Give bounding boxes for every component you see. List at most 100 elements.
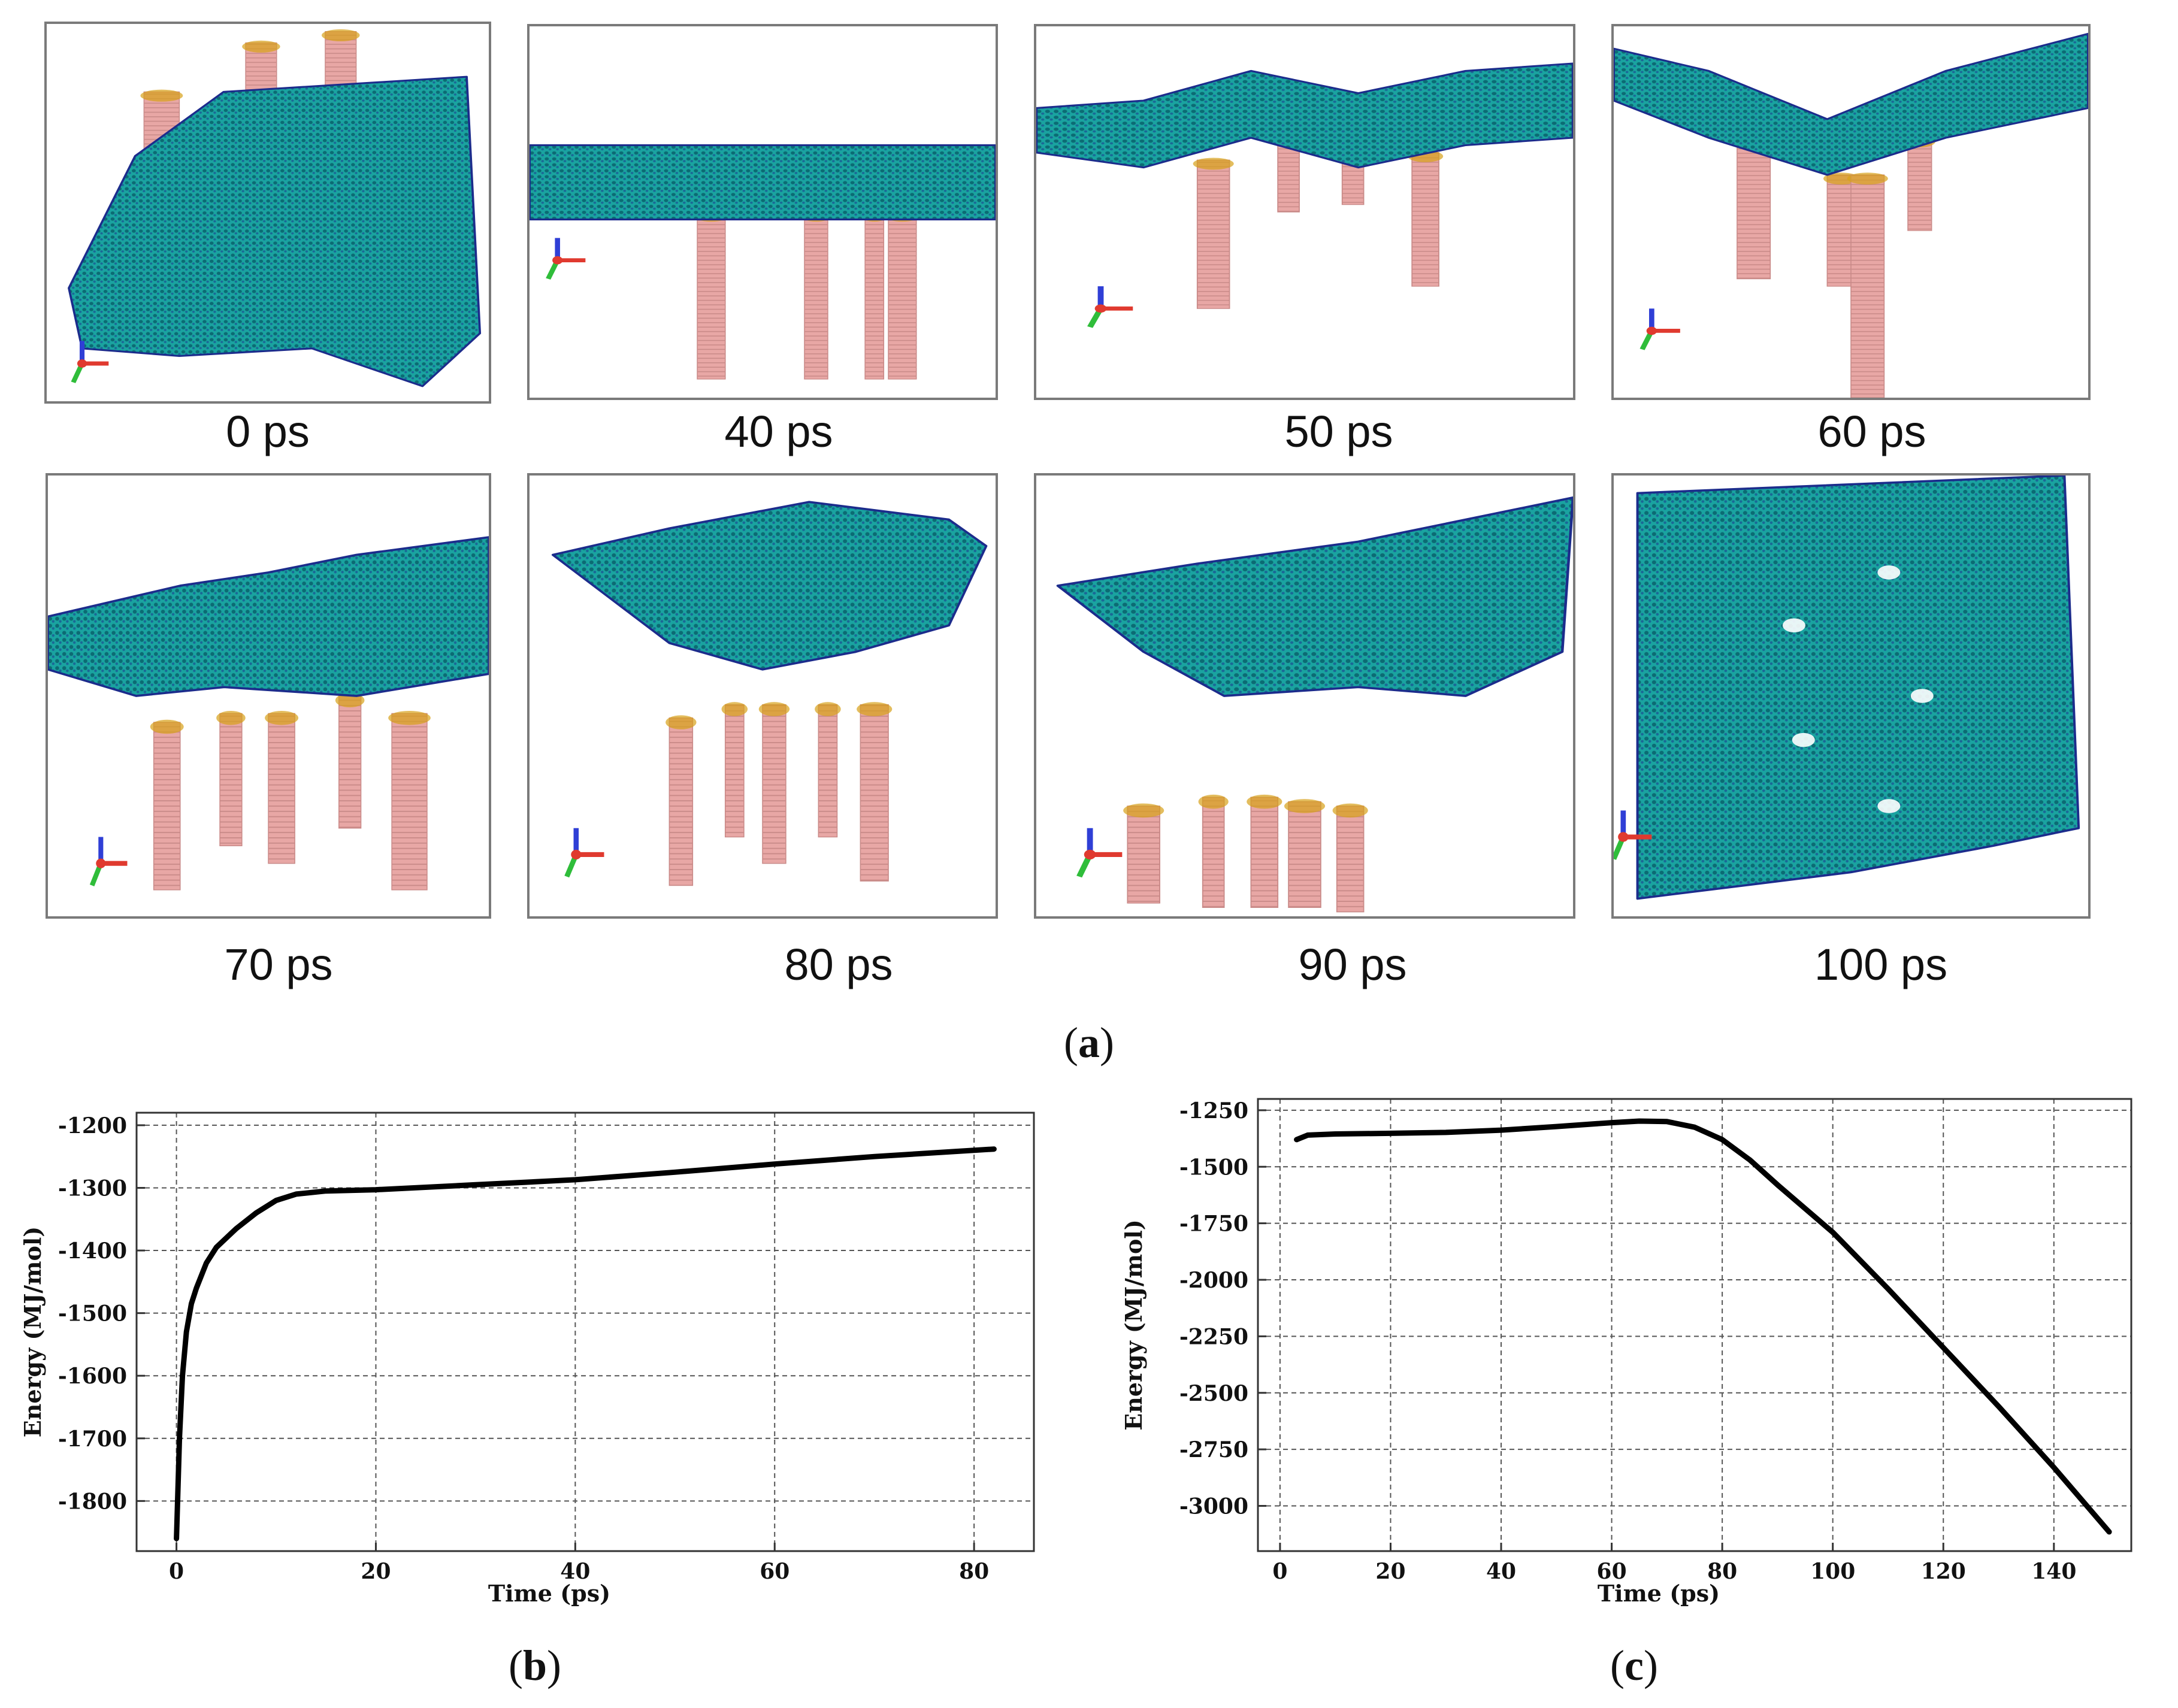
nanotube (1196, 159, 1230, 309)
x-tick-label: 20 (1375, 1559, 1405, 1584)
axis-triad-icon (1639, 308, 1680, 350)
y-tick-label: -1300 (58, 1176, 127, 1201)
x-tick-label: 80 (959, 1559, 989, 1584)
molecular-snapshot-icon (1614, 476, 2080, 900)
y-tick-label: -2000 (1179, 1268, 1248, 1293)
molecular-snapshot-icon (1614, 32, 2088, 398)
snapshot-caption: 0 ps (226, 407, 310, 456)
x-tick-label: 20 (361, 1559, 391, 1584)
axis-triad-icon (1076, 828, 1123, 878)
nanotube (860, 704, 889, 882)
nanotube (1127, 805, 1160, 904)
snapshot-caption: 50 ps (1284, 407, 1393, 456)
nanotube (268, 713, 295, 864)
membrane (1056, 496, 1573, 697)
nanotube (1288, 801, 1321, 908)
snapshot-panel-0 (44, 22, 491, 404)
axis-triad-icon (71, 341, 109, 383)
y-tick-label: -1400 (58, 1238, 127, 1264)
nanotube (697, 211, 726, 380)
x-tick-label: 80 (1707, 1559, 1737, 1584)
molecular-snapshot-icon (551, 501, 988, 886)
nanotube (724, 704, 745, 838)
nanotube (888, 211, 917, 380)
molecular-snapshot-icon (48, 536, 489, 891)
nanotube (219, 713, 243, 846)
chart-c-svg: 0 20 40 60 80 100 120 140 -3000 -2750 -2500 -2250 -2… (1120, 1098, 2132, 1607)
snapshot-panel-3 (1611, 24, 2091, 400)
molecular-snapshot-icon (68, 29, 482, 387)
membrane (1636, 476, 2080, 900)
nanotube (1336, 805, 1365, 913)
y-tick-label: -1600 (58, 1364, 127, 1389)
x-tick-label: 0 (1272, 1559, 1287, 1584)
energy-series-line (1294, 1118, 2112, 1535)
snapshot-panel-2 (1034, 24, 1575, 400)
axis-triad-icon (89, 837, 128, 886)
x-tick-label: 0 (169, 1559, 184, 1584)
plot-frame (135, 1112, 1035, 1552)
molecular-snapshot-icon (1056, 496, 1573, 913)
snapshot-caption: 80 ps (784, 940, 893, 989)
snapshot-caption: 100 ps (1814, 940, 1948, 989)
nanotube (668, 717, 694, 886)
y-axis-title: Energy (MJ/mol) (19, 1227, 46, 1438)
nanotube (1907, 137, 1932, 231)
y-tick-label: -1700 (58, 1427, 127, 1452)
x-tick-label: 40 (1486, 1559, 1516, 1584)
energy-series-line (174, 1146, 997, 1542)
chart-b-svg: 0 20 40 60 80 -1800 -1700 -1600 -1500 -1400 -1300 -… (19, 1112, 1035, 1607)
axis-triad-icon (1614, 810, 1652, 860)
y-tick-label: -2250 (1179, 1324, 1248, 1349)
x-tick-label: 100 (1810, 1559, 1855, 1584)
nanotube (1411, 152, 1439, 287)
y-tick-label: -1800 (58, 1489, 127, 1514)
snapshot-panel-4 (46, 473, 491, 919)
part-a-label: (a) (1064, 1019, 1114, 1067)
y-tick-label: -1500 (1179, 1155, 1248, 1180)
plot-frame (1257, 1098, 2132, 1552)
membrane (48, 536, 489, 697)
nanotube (804, 211, 828, 380)
molecular-snapshot-icon (530, 144, 996, 380)
x-axis-title: Time (ps) (488, 1580, 610, 1607)
x-tick-label: 40 (560, 1559, 590, 1584)
nanotube (391, 713, 428, 891)
snapshot-caption: 40 ps (724, 407, 833, 456)
y-tick-label: -1500 (58, 1301, 127, 1327)
snapshot-caption: 90 ps (1298, 940, 1407, 989)
y-tick-label: -1750 (1179, 1212, 1248, 1237)
part-b-label: (b) (508, 1642, 561, 1689)
axis-triad-icon (564, 828, 604, 878)
y-tick-label: -2500 (1179, 1381, 1248, 1406)
axis-triad-icon (546, 238, 586, 280)
x-tick-label: 60 (1597, 1559, 1627, 1584)
nanotube (1250, 797, 1279, 908)
x-tick-label: 120 (1921, 1559, 1966, 1584)
y-axis-title: Energy (MJ/mol) (1120, 1219, 1147, 1431)
x-tick-label: 140 (2031, 1559, 2076, 1584)
nanotube (153, 722, 181, 891)
nanotube (338, 695, 362, 829)
snapshot-panel-5 (527, 473, 998, 919)
y-tick-label: -2750 (1179, 1437, 1248, 1462)
chart-c: 0 20 40 60 80 100 120 140 -3000 -2750 -2500 -2250 -2… (1089, 1072, 2178, 1629)
y-tick-label: -1200 (58, 1113, 127, 1138)
molecular-snapshot-icon (1036, 62, 1573, 328)
membrane (68, 75, 482, 387)
nanotube (818, 704, 838, 838)
membrane (1614, 32, 2088, 176)
y-tick-label: -3000 (1179, 1494, 1248, 1519)
x-tick-label: 60 (760, 1559, 789, 1584)
part-c-label: (c) (1610, 1642, 1658, 1689)
nanotube (1850, 174, 1885, 398)
membrane (1036, 62, 1573, 169)
nanotube (864, 211, 885, 380)
x-axis-title: Time (ps) (1598, 1580, 1720, 1607)
membrane (551, 501, 988, 671)
nanotube (762, 704, 786, 864)
snapshot-panel-7 (1611, 473, 2091, 919)
y-tick-label: -1250 (1179, 1098, 1248, 1123)
nanotube (1202, 797, 1225, 908)
snapshot-panel-1 (527, 24, 998, 400)
